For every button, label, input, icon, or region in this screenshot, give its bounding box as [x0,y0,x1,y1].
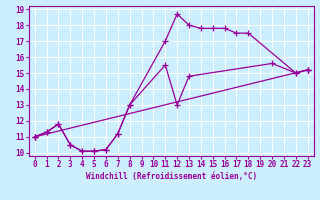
X-axis label: Windchill (Refroidissement éolien,°C): Windchill (Refroidissement éolien,°C) [86,172,257,181]
